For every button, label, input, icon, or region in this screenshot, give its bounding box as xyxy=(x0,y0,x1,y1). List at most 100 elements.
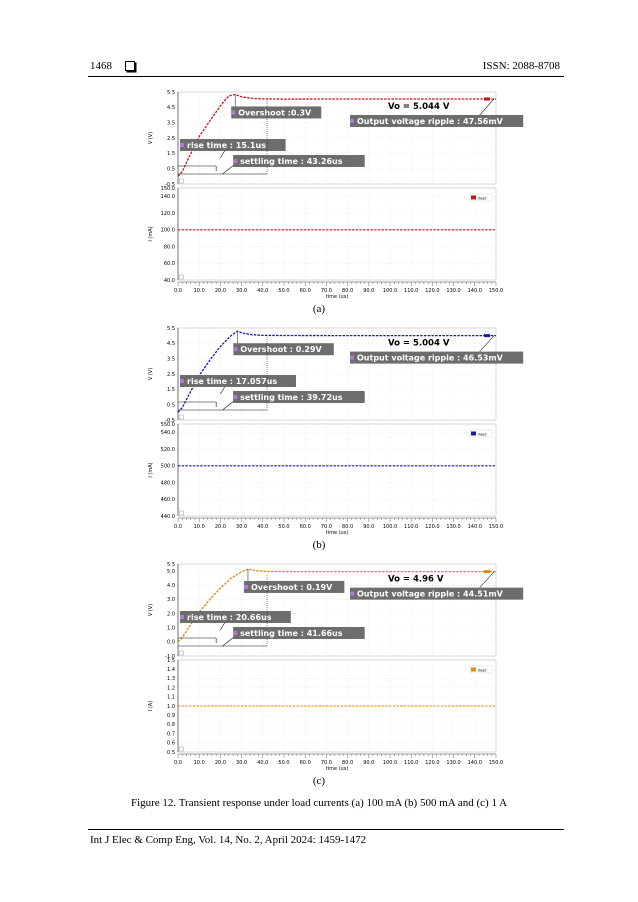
ripple-callout-marker xyxy=(350,591,354,596)
overshoot-callout-marker xyxy=(243,584,248,589)
x-tick-label: 70.0 xyxy=(321,524,332,530)
x-tick-label: 60.0 xyxy=(300,288,311,294)
x-tick-label: 30.0 xyxy=(236,524,247,530)
x-tick-label: 150.0 xyxy=(489,288,503,294)
x-tick-label: 50.0 xyxy=(278,524,289,530)
v-tick-label: 5.5 xyxy=(167,90,175,96)
v-tick-label: 3.0 xyxy=(167,597,175,603)
overshoot-callout: Overshoot : 0.19V xyxy=(251,583,333,592)
i-tick-label: 460.0 xyxy=(161,497,175,503)
x-tick-label: 150.0 xyxy=(489,760,503,766)
current-axis-label: I (mA) xyxy=(148,226,154,241)
overshoot-callout-marker xyxy=(231,110,236,115)
legend-swatch xyxy=(471,667,476,672)
figure-c: 5.5 5.0 4.0 3.0 2.0 1.0 0.0 -1.0 V (V) 1.5 1.4 1.3 1… xyxy=(138,560,524,772)
vo-label: Vo = 5.044 V xyxy=(388,102,450,112)
panel-corner-icon xyxy=(179,510,184,516)
voltage-plot-frame xyxy=(177,563,497,657)
footer-citation: Int J Elec & Comp Eng, Vol. 14, No. 2, A… xyxy=(90,834,367,846)
x-tick-label: 120.0 xyxy=(425,288,439,294)
x-tick-label: 40.0 xyxy=(257,288,268,294)
i-tick-label: 1.3 xyxy=(167,676,175,682)
voltage-legend-swatch xyxy=(484,97,490,101)
x-tick-label: 50.0 xyxy=(278,288,289,294)
settling-time-leader xyxy=(222,635,236,647)
i-tick-label: 440.0 xyxy=(161,514,175,520)
v-tick-label: 1.5 xyxy=(167,151,175,157)
rise-time-callout-marker xyxy=(180,379,184,383)
i-tick-label: 1.0 xyxy=(167,704,175,710)
ripple-leader xyxy=(477,98,495,118)
ripple-callout-marker xyxy=(350,118,354,123)
x-tick-label: 20.0 xyxy=(215,760,226,766)
x-tick-label: 130.0 xyxy=(446,524,460,530)
i-tick-label: 0.5 xyxy=(167,750,175,756)
i-tick-label: 40.0 xyxy=(164,278,175,284)
overshoot-callout-box xyxy=(243,580,345,593)
v-tick-label: 3.5 xyxy=(167,356,175,362)
x-tick-label: 90.0 xyxy=(363,524,374,530)
x-tick-label: 60.0 xyxy=(300,524,311,530)
overshoot-callout-box xyxy=(233,343,334,356)
settling-time-callout-box xyxy=(233,627,365,639)
legend-box xyxy=(469,665,493,674)
ripple-callout-marker xyxy=(350,355,354,360)
footer-rule xyxy=(88,829,564,830)
x-tick-label: 40.0 xyxy=(257,760,268,766)
ripple-callout-box xyxy=(350,587,524,600)
overshoot-callout: Overshoot : 0.29V xyxy=(240,345,322,354)
panel-corner-icon xyxy=(179,274,184,280)
x-tick-label: 10.0 xyxy=(194,524,205,530)
v-tick-label: -0.5 xyxy=(165,418,175,424)
i-tick-label: 1.2 xyxy=(167,685,175,691)
ripple-callout-box xyxy=(350,351,524,364)
page-number: 1468 xyxy=(90,60,112,72)
i-tick-label: 480.0 xyxy=(161,480,175,486)
x-tick-label: 110.0 xyxy=(404,524,418,530)
voltage-legend-swatch xyxy=(484,570,490,574)
rise-time-callout-box xyxy=(180,611,291,623)
x-tick-label: 30.0 xyxy=(236,288,247,294)
x-tick-label: 130.0 xyxy=(446,288,460,294)
i-tick-label: 520.0 xyxy=(161,447,175,453)
ripple-callout: Output voltage ripple : 46.53mV xyxy=(357,354,504,363)
overshoot-callout-box xyxy=(231,106,322,119)
ripple-callout: Output voltage ripple : 44.51mV xyxy=(357,590,504,599)
i-tick-label: 60.0 xyxy=(164,261,175,267)
current-axis-label: I (mA) xyxy=(148,462,154,477)
header-rule xyxy=(88,76,564,77)
i-tick-label: 1.1 xyxy=(167,695,175,701)
x-tick-label: 40.0 xyxy=(257,524,268,530)
x-tick-label: 30.0 xyxy=(236,760,247,766)
legend-label: Iload xyxy=(478,197,487,201)
x-tick-label: 70.0 xyxy=(321,760,332,766)
x-tick-label: 50.0 xyxy=(278,760,289,766)
vo-label: Vo = 5.004 V xyxy=(388,339,450,349)
x-tick-label: 0.0 xyxy=(174,760,182,766)
rise-time-callout-box xyxy=(180,139,286,151)
v-tick-label: 5.0 xyxy=(167,569,175,575)
x-tick-label: 20.0 xyxy=(215,288,226,294)
panel-corner-icon xyxy=(179,746,184,752)
v-tick-label: 4.5 xyxy=(167,105,175,111)
legend-label: Iload xyxy=(478,669,487,673)
legend-box xyxy=(469,193,493,202)
i-tick-label: 140.0 xyxy=(161,194,175,200)
x-tick-label: 120.0 xyxy=(425,760,439,766)
v-tick-label: 1.0 xyxy=(167,625,175,631)
x-tick-label: 100.0 xyxy=(383,524,397,530)
settling-time-callout: settling time : 41.66us xyxy=(240,629,343,638)
chart-svg: 5.5 4.5 3.5 2.5 1.5 0.5 -0.5 V (V) 550.0 540.0 520… xyxy=(148,326,524,536)
x-tick-label: 150.0 xyxy=(489,524,503,530)
figure-b: 5.5 4.5 3.5 2.5 1.5 0.5 -0.5 V (V) 550.0 540.0 520… xyxy=(138,324,524,536)
current-axis-label: I (A) xyxy=(148,701,154,711)
i-tick-label: 120.0 xyxy=(161,211,175,217)
current-plot-frame xyxy=(177,423,497,517)
voltage-axis-label: V (V) xyxy=(148,604,154,616)
legend-box xyxy=(469,429,493,438)
voltage-axis-label: V (V) xyxy=(148,132,154,144)
settling-time-callout: settling time : 43.26us xyxy=(240,157,343,166)
x-tick-label: 140.0 xyxy=(468,760,482,766)
overshoot-callout: Overshoot :0.3V xyxy=(238,108,312,117)
settling-time-callout-marker xyxy=(233,395,238,399)
